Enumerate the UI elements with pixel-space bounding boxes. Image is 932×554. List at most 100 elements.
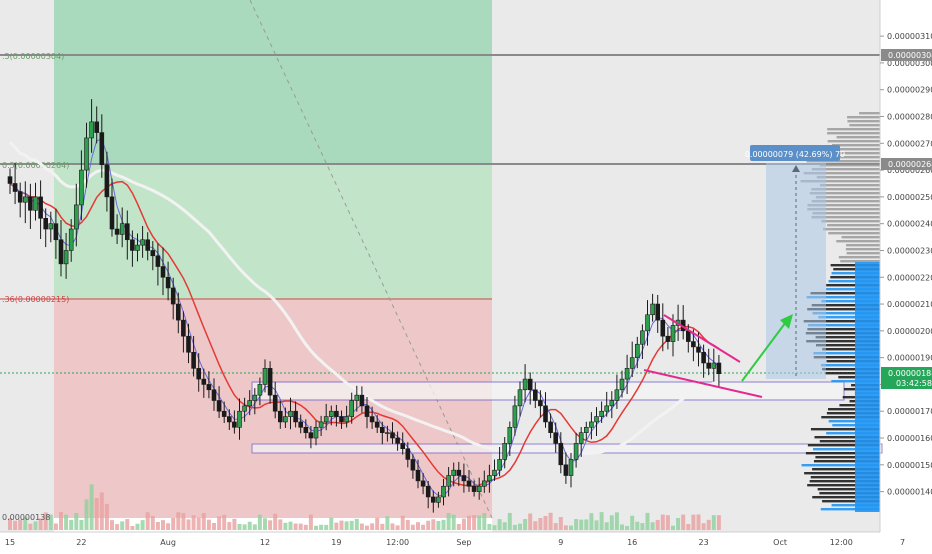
volume-bar	[370, 523, 375, 530]
volume-bar	[467, 515, 471, 530]
candle-body	[267, 368, 273, 396]
price-marker-high-box	[881, 49, 932, 61]
price-axis-background	[880, 0, 932, 532]
price-tick-label: 0.00000270	[887, 139, 932, 148]
volume-bar	[206, 519, 211, 530]
candle-body	[293, 410, 298, 423]
volume-profile-bar	[814, 436, 880, 439]
candle-body	[701, 351, 706, 364]
price-tick-label: 0.00000140	[887, 488, 932, 497]
volume-bar	[630, 515, 635, 530]
candle-body	[359, 394, 365, 407]
volume-bar	[166, 523, 171, 530]
volume-profile-bar	[807, 484, 880, 487]
volume-bar	[599, 512, 604, 530]
volume-bar	[512, 524, 517, 530]
volume-profile	[800, 112, 880, 512]
volume-bar	[43, 512, 48, 530]
candle-body	[609, 400, 615, 407]
time-tick-label: 16	[627, 538, 637, 547]
candle-body	[507, 426, 513, 444]
candle-body	[655, 303, 661, 321]
volume-bar	[390, 523, 395, 530]
volume-bar	[446, 513, 451, 530]
candle-body	[186, 335, 191, 353]
volume-bar	[344, 521, 349, 530]
candle-body	[313, 426, 319, 439]
price-tick-label: 0.00000210	[887, 300, 932, 309]
volume-profile-bar	[826, 432, 880, 435]
candle-body	[308, 432, 314, 439]
volume-profile-bar	[816, 176, 880, 179]
price-tick-label: 0.00000260	[887, 166, 932, 175]
measure-label: 0.00000079 (42.69%) 79	[745, 150, 845, 159]
volume-bar	[13, 520, 18, 530]
candle-body	[89, 121, 94, 139]
volume-bar	[53, 523, 58, 530]
candle-body	[466, 480, 472, 487]
candle-body	[68, 228, 74, 251]
candle-body	[109, 196, 115, 230]
volume-bar	[8, 518, 12, 530]
time-tick-label: 9	[558, 538, 563, 547]
candle-body	[339, 416, 344, 423]
candle-body	[38, 196, 43, 219]
candle-body	[634, 343, 640, 358]
measure-label-box	[750, 145, 840, 161]
fib-label-top: .5(0.00000304)	[2, 52, 64, 61]
candle-body	[33, 196, 38, 211]
volume-profile-bar	[820, 508, 880, 511]
volume-bar	[604, 522, 609, 530]
price-marker-high: 0.00000304	[888, 51, 932, 60]
volume-bar	[405, 519, 410, 530]
volume-profile-bar	[817, 488, 880, 491]
candle-body	[589, 421, 594, 428]
volume-bar	[196, 517, 201, 530]
volume-profile-bar	[821, 416, 880, 419]
volume-bar	[441, 519, 446, 530]
volume-bar	[191, 515, 196, 530]
price-marker-mid-box	[881, 158, 932, 170]
breakout-arrow-head	[780, 314, 793, 329]
volume-profile-bar	[807, 156, 880, 159]
volume-bar	[502, 522, 507, 530]
volume-bar	[23, 517, 28, 530]
volume-profile-bar	[807, 308, 880, 311]
candle-body	[385, 432, 390, 434]
volume-bar	[645, 512, 650, 530]
volume-bar	[115, 524, 120, 530]
volume-profile-bar	[821, 364, 880, 367]
volume-bar	[594, 520, 599, 530]
candle-body	[114, 228, 120, 235]
candle-body	[140, 239, 145, 246]
volume-profile-bar	[815, 344, 880, 347]
volume-bar	[354, 518, 359, 530]
time-tick-label: 12	[260, 538, 270, 547]
volume-bar	[288, 521, 293, 530]
volume-bar	[84, 499, 89, 530]
volume-bar	[497, 519, 502, 530]
candle-body	[104, 164, 110, 198]
resistance-box	[251, 381, 845, 401]
candle-body	[170, 287, 176, 305]
candle-body	[328, 410, 334, 417]
volume-bar	[257, 514, 262, 530]
volume-bar	[686, 523, 691, 530]
volume-profile-bar	[827, 132, 880, 135]
volume-bar	[528, 513, 533, 530]
volume-profile-bar	[813, 448, 880, 451]
volume-bar	[395, 525, 400, 530]
price-tick-label: 0.00000160	[887, 434, 932, 443]
volume-profile-bar	[810, 428, 880, 431]
price-tick-label: 0.00000170	[887, 407, 932, 416]
volume-profile-bar	[815, 336, 880, 339]
volume-profile-bar	[822, 500, 880, 503]
volume-bar	[507, 512, 512, 530]
candle-body	[53, 223, 59, 241]
volume-profile-bar	[812, 312, 880, 315]
candle-body	[532, 389, 538, 401]
volume-bar	[135, 523, 140, 530]
volume-bar	[298, 523, 303, 530]
volume-bar	[308, 514, 313, 530]
volume-profile-bar	[821, 220, 880, 223]
